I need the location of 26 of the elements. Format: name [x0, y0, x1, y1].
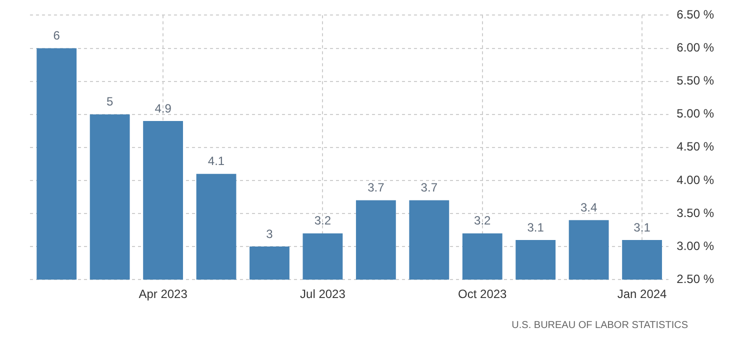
- data-label: 4.1: [208, 154, 225, 168]
- y-tick-label: 2.50 %: [676, 272, 714, 286]
- y-tick-label: 5.00 %: [676, 106, 714, 121]
- y-tick-label: 4.00 %: [676, 172, 714, 187]
- data-label: 3.7: [420, 180, 438, 195]
- x-tick-label: Apr 2023: [138, 287, 188, 302]
- y-tick-label: 5.50 %: [676, 74, 714, 88]
- data-label: 3.1: [634, 220, 651, 234]
- x-tick-label: Jan 2024: [617, 287, 668, 302]
- y-tick-label: 4.50 %: [676, 140, 714, 154]
- data-label: 3.2: [314, 214, 332, 228]
- y-tick-label: 6.50 %: [676, 8, 714, 22]
- y-tick-label: 3.00 %: [676, 238, 714, 253]
- x-tick-label: Oct 2023: [458, 287, 508, 302]
- data-label: 6: [53, 28, 60, 43]
- data-label: 4.9: [154, 101, 172, 116]
- x-tick-label: Jul 2023: [300, 287, 346, 302]
- data-label: 3: [266, 226, 274, 241]
- y-tick-label: 3.50 %: [676, 206, 714, 220]
- data-label: 5: [106, 94, 114, 109]
- data-label: 3.4: [580, 200, 598, 214]
- data-label: 3.1: [527, 220, 544, 234]
- y-tick-label: 6.00 %: [676, 40, 714, 55]
- data-label: 3.7: [368, 180, 385, 195]
- text: U.S. BUREAU OF LABOR STATISTICS: [512, 320, 688, 331]
- data-label: 3.2: [474, 214, 492, 228]
